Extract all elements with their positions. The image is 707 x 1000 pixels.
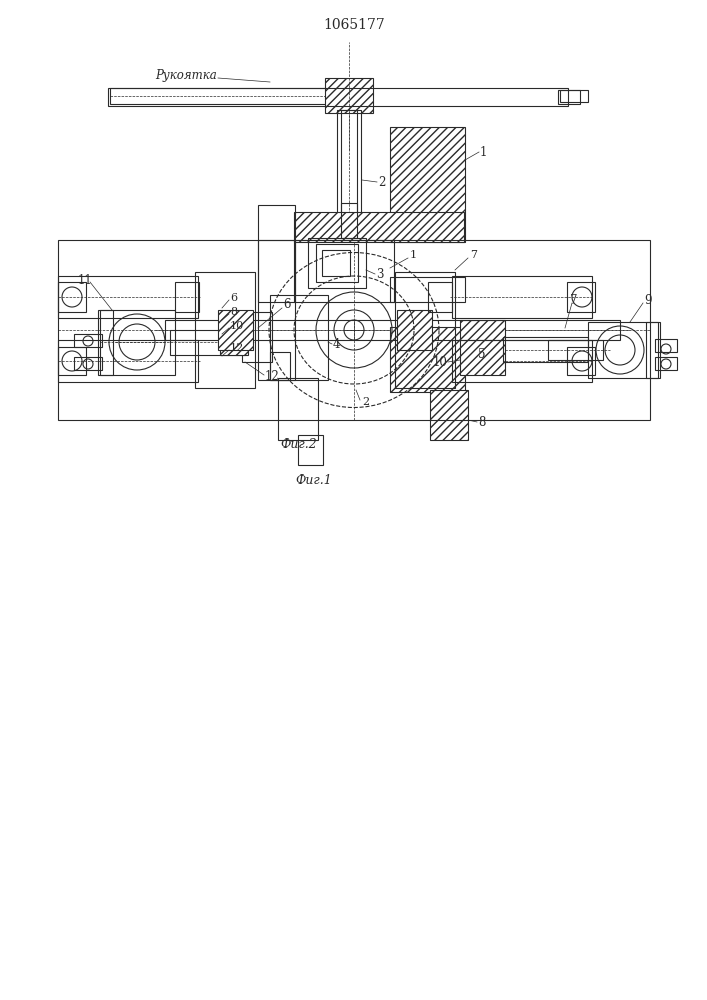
Text: Фиг.2: Фиг.2 bbox=[280, 438, 317, 452]
Bar bbox=[322, 250, 350, 276]
Text: 10: 10 bbox=[230, 321, 244, 331]
Bar bbox=[58, 240, 650, 420]
Bar bbox=[58, 282, 86, 312]
Bar bbox=[58, 340, 198, 382]
Bar bbox=[108, 88, 568, 106]
Text: 8: 8 bbox=[478, 416, 486, 428]
Text: 6: 6 bbox=[230, 293, 237, 303]
Text: 12: 12 bbox=[265, 370, 280, 383]
Text: 8: 8 bbox=[230, 307, 237, 317]
Text: Фиг.1: Фиг.1 bbox=[295, 474, 332, 487]
Bar bbox=[270, 352, 290, 380]
Bar bbox=[278, 378, 318, 440]
Bar bbox=[325, 78, 373, 113]
Bar bbox=[655, 357, 677, 370]
Bar bbox=[558, 90, 580, 104]
Bar bbox=[341, 203, 357, 238]
Bar bbox=[195, 272, 255, 388]
Bar bbox=[428, 282, 452, 312]
Text: 9: 9 bbox=[644, 294, 651, 306]
Text: Рукоятка: Рукоятка bbox=[155, 68, 217, 82]
Bar bbox=[175, 282, 199, 312]
Bar bbox=[316, 244, 358, 282]
Bar bbox=[390, 277, 465, 302]
Text: 7: 7 bbox=[470, 250, 477, 260]
Bar bbox=[390, 127, 465, 242]
Bar bbox=[390, 327, 465, 392]
Bar bbox=[220, 330, 248, 355]
Bar bbox=[655, 339, 677, 352]
Bar bbox=[460, 320, 505, 375]
Bar bbox=[74, 334, 102, 347]
Text: 10: 10 bbox=[432, 356, 447, 368]
Bar bbox=[218, 310, 253, 350]
Bar bbox=[74, 357, 102, 370]
Bar bbox=[294, 212, 464, 242]
Bar bbox=[170, 330, 245, 355]
Bar bbox=[430, 390, 468, 440]
Text: 1: 1 bbox=[410, 250, 417, 260]
Text: 1: 1 bbox=[480, 145, 487, 158]
Bar bbox=[298, 435, 323, 465]
Bar bbox=[98, 310, 113, 375]
Bar bbox=[452, 276, 592, 318]
Text: 2: 2 bbox=[378, 176, 385, 188]
Bar bbox=[270, 295, 328, 380]
Text: 3: 3 bbox=[376, 267, 383, 280]
Bar bbox=[567, 282, 595, 312]
Bar bbox=[567, 347, 595, 375]
Bar bbox=[503, 337, 588, 362]
Text: 5: 5 bbox=[478, 349, 486, 361]
Bar bbox=[58, 276, 198, 318]
Text: 1065177: 1065177 bbox=[323, 18, 385, 32]
Bar bbox=[397, 310, 432, 350]
Text: 4: 4 bbox=[333, 338, 341, 351]
Bar bbox=[100, 310, 175, 375]
Bar bbox=[294, 240, 394, 302]
Bar bbox=[337, 110, 361, 230]
Text: 2: 2 bbox=[362, 397, 369, 407]
Bar bbox=[560, 90, 588, 102]
Text: 12: 12 bbox=[230, 343, 244, 353]
Bar bbox=[258, 240, 295, 302]
Bar bbox=[548, 340, 603, 360]
Bar bbox=[646, 322, 660, 378]
Bar bbox=[242, 312, 272, 362]
Bar bbox=[58, 347, 86, 375]
Bar bbox=[341, 110, 357, 230]
Bar bbox=[308, 238, 366, 288]
Text: 6: 6 bbox=[283, 298, 291, 312]
Bar bbox=[165, 320, 620, 340]
Bar bbox=[588, 322, 658, 378]
Text: 11: 11 bbox=[78, 273, 93, 286]
Bar bbox=[258, 205, 295, 380]
Bar bbox=[452, 340, 592, 382]
Bar bbox=[110, 88, 330, 104]
Text: 7: 7 bbox=[570, 294, 578, 306]
Bar bbox=[395, 272, 455, 388]
